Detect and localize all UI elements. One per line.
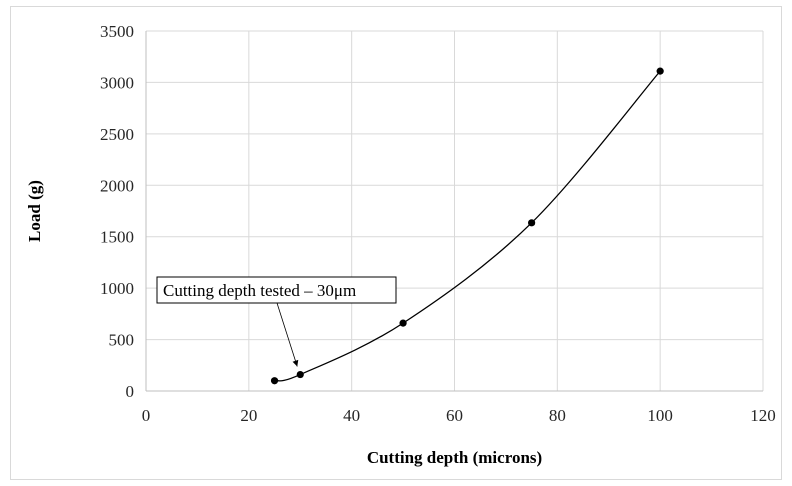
- annotation-leader-line: [276, 302, 298, 367]
- x-tick-label: 0: [142, 406, 151, 425]
- y-tick-label: 2000: [100, 176, 134, 195]
- x-tick-label: 80: [549, 406, 566, 425]
- y-tick-label: 3500: [100, 22, 134, 41]
- x-tick-label: 120: [750, 406, 776, 425]
- y-tick-label: 1500: [100, 228, 134, 247]
- data-point: [528, 219, 536, 227]
- gridlines: [146, 30, 764, 391]
- x-tick-label: 40: [343, 406, 360, 425]
- y-tick-label: 1000: [100, 279, 134, 298]
- y-tick-label: 500: [109, 331, 135, 350]
- annotation-box: [156, 276, 397, 304]
- series-line: [274, 70, 661, 382]
- axes: [145, 31, 763, 392]
- data-point: [656, 67, 664, 75]
- data-point: [399, 319, 407, 327]
- annotation-arrowhead: [292, 359, 299, 367]
- x-axis-title: Cutting depth (microns): [367, 448, 542, 467]
- annotation: Cutting depth tested – 30μm: [156, 276, 397, 367]
- data-point: [296, 370, 304, 379]
- series: [270, 67, 664, 385]
- tick-labels: 0 20 40 60 80 100 120 0 500 1000 1500 2000 2500 3000 3…: [100, 22, 776, 425]
- y-axis-title: Load (g): [25, 180, 44, 242]
- x-tick-label: 20: [240, 406, 257, 425]
- chart-frame: [10, 6, 782, 480]
- y-tick-label: 2500: [100, 125, 134, 144]
- y-tick-label: 3000: [100, 73, 134, 92]
- x-tick-label: 100: [647, 406, 673, 425]
- x-tick-label: 60: [446, 406, 463, 425]
- annotation-text: Cutting depth tested – 30μm: [163, 281, 356, 300]
- y-tick-label: 0: [126, 382, 135, 401]
- data-point: [270, 377, 279, 385]
